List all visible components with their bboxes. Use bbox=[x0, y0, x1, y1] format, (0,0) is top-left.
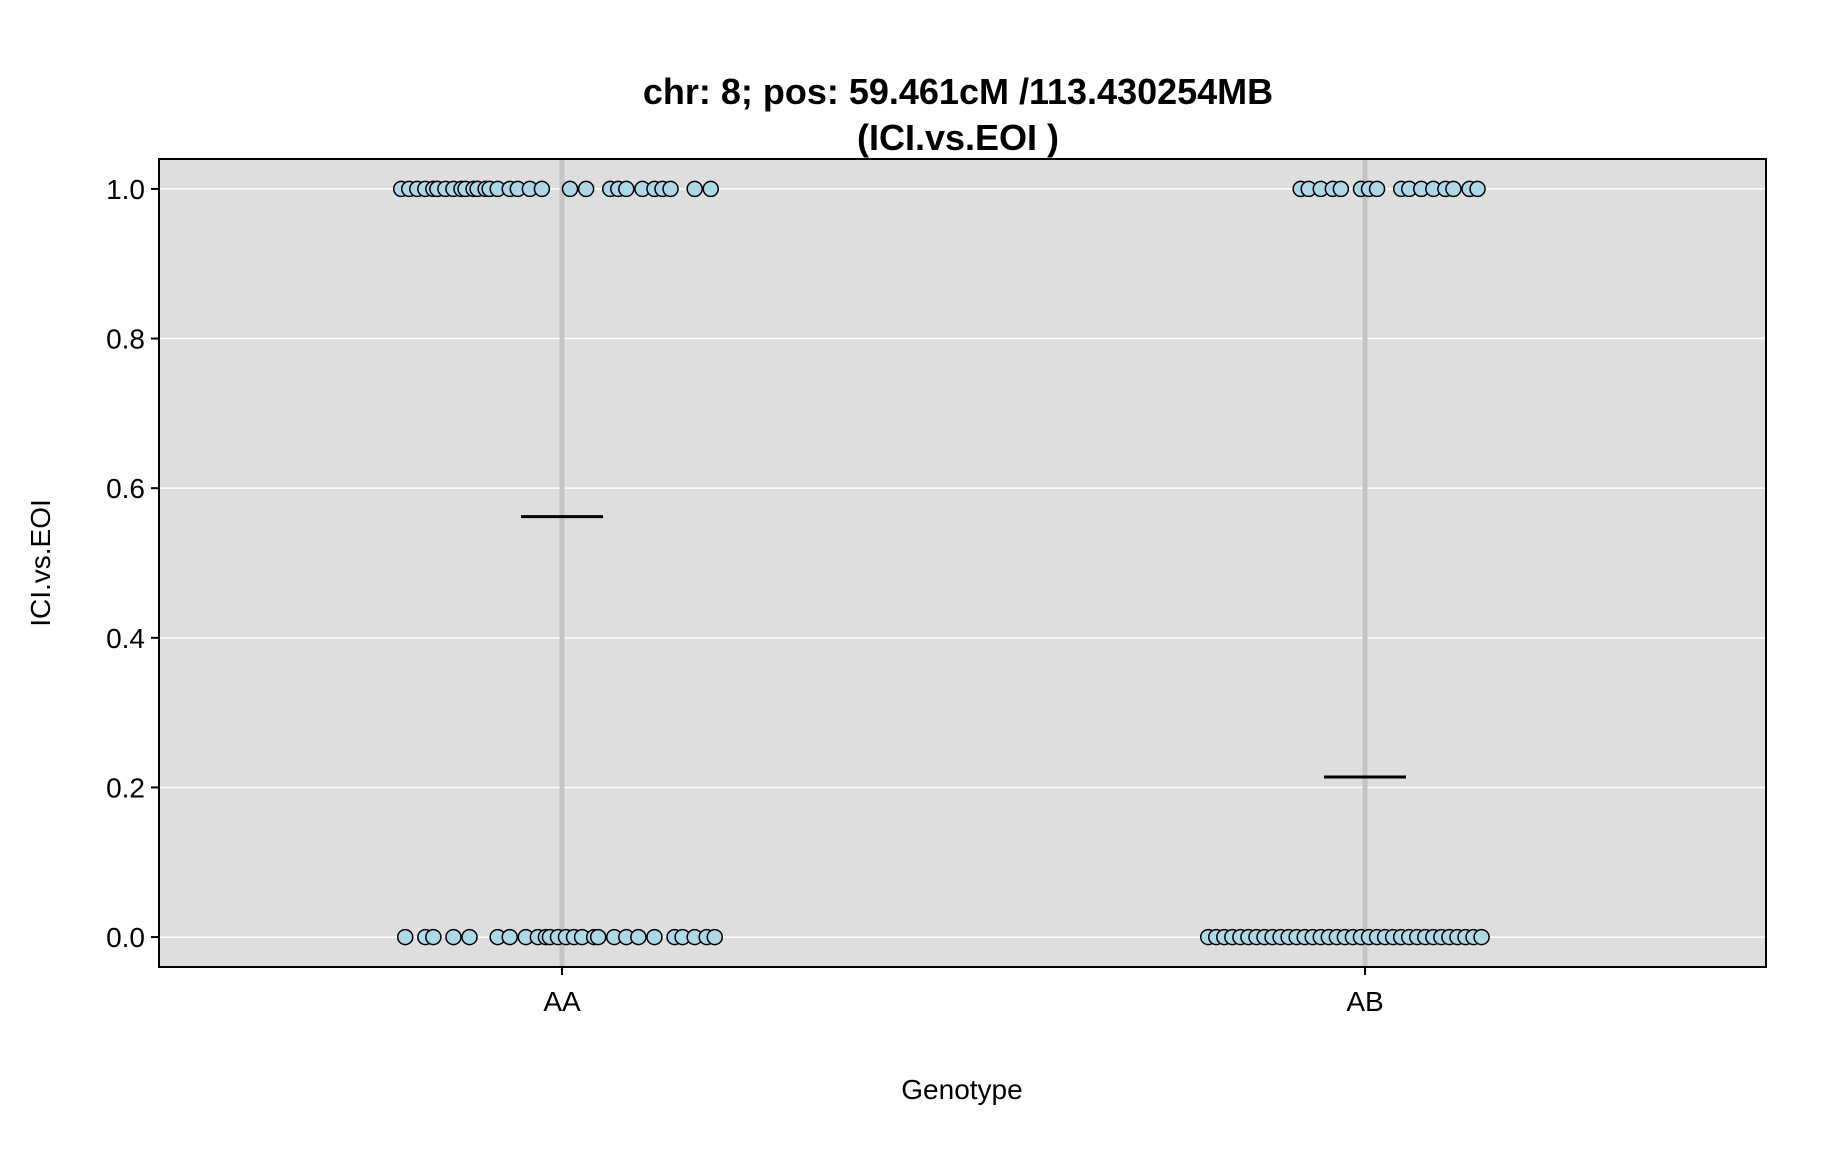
plot-panel bbox=[159, 159, 1766, 967]
data-points bbox=[392, 180, 1490, 946]
y-tick-label: 0.4 bbox=[106, 623, 145, 654]
data-point bbox=[561, 180, 579, 198]
x-axis-ticks: AA AB bbox=[543, 967, 1384, 1017]
data-point bbox=[445, 928, 462, 946]
x-tick-label: AB bbox=[1346, 986, 1383, 1017]
data-point bbox=[618, 180, 635, 198]
y-axis-label: ICI.vs.EOI bbox=[25, 499, 56, 627]
data-point bbox=[1469, 180, 1486, 198]
chart-title: chr: 8; pos: 59.461cM /113.430254MB bbox=[643, 71, 1273, 112]
data-point bbox=[702, 180, 719, 198]
y-axis-ticks: 0.0 0.2 0.4 0.6 0.8 1.0 bbox=[106, 174, 159, 953]
data-point bbox=[706, 928, 724, 946]
category-lines bbox=[559, 159, 1368, 967]
y-tick-label: 0.2 bbox=[106, 772, 145, 803]
y-tick-label: 0.8 bbox=[106, 324, 145, 355]
data-point bbox=[1445, 180, 1462, 198]
data-point bbox=[396, 928, 414, 946]
data-point bbox=[1368, 180, 1386, 198]
data-point bbox=[501, 928, 518, 946]
chart-subtitle: (ICI.vs.EOI ) bbox=[857, 117, 1059, 158]
y-tick-label: 0.0 bbox=[106, 922, 145, 953]
data-point bbox=[1473, 928, 1490, 946]
y-tick-label: 1.0 bbox=[106, 174, 145, 205]
data-point bbox=[533, 180, 551, 198]
mean-lines bbox=[521, 515, 1406, 779]
x-axis-label: Genotype bbox=[901, 1074, 1022, 1105]
data-point bbox=[461, 928, 478, 946]
data-point bbox=[577, 180, 595, 198]
data-point bbox=[630, 928, 647, 946]
data-point bbox=[1332, 180, 1350, 198]
data-point bbox=[646, 928, 663, 946]
x-tick-label: AA bbox=[543, 986, 581, 1017]
data-point bbox=[662, 180, 679, 198]
data-point bbox=[686, 180, 703, 198]
plot-border bbox=[158, 158, 1767, 968]
y-tick-label: 0.6 bbox=[106, 473, 145, 504]
data-point bbox=[589, 928, 607, 946]
data-point bbox=[425, 928, 442, 946]
